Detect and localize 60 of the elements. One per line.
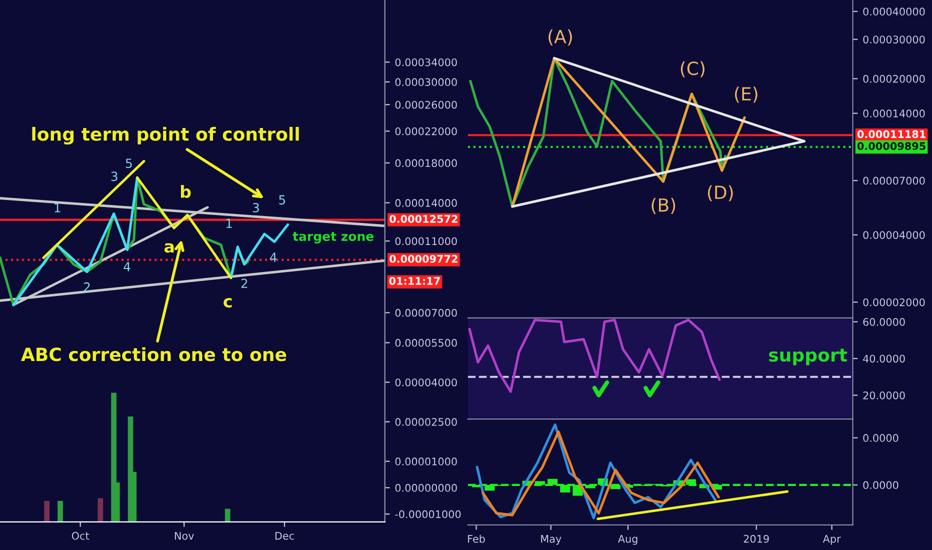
y-tick-label: 60.0000 xyxy=(863,318,905,326)
y-tick-label: 0.0000 xyxy=(863,481,898,490)
y-tick-label: 0.00011000 xyxy=(395,237,457,246)
annotation: 2 xyxy=(241,278,248,288)
annotation: a xyxy=(164,243,174,253)
annotation: c xyxy=(224,298,232,308)
ref-line-label: 0.00012572 xyxy=(390,214,458,223)
x-tick-label: Aug xyxy=(618,535,638,545)
y-tick-label: 0.00004000 xyxy=(863,231,925,239)
annotation: ABC correction one to one xyxy=(20,347,286,362)
y-tick-label: 20.0000 xyxy=(863,391,905,400)
y-tick-label: 0.00020000 xyxy=(863,74,925,83)
annotation: 1 xyxy=(226,218,232,228)
annotation: (E) xyxy=(734,86,758,103)
y-tick-label: 40.0000 xyxy=(863,354,905,363)
y-tick-label: 0.00014000 xyxy=(863,110,925,118)
annotation: 2 xyxy=(84,282,90,292)
annotation: 4 xyxy=(270,252,277,262)
x-tick-label: Feb xyxy=(468,534,485,543)
y-tick-label: 0.00018000 xyxy=(395,159,457,168)
annotation: 4 xyxy=(124,262,130,272)
x-tick-label: Apr xyxy=(822,535,841,545)
y-tick-label: 0.0000 xyxy=(863,434,898,442)
x-tick-label: Nov xyxy=(174,532,194,540)
y-tick-label: 0.00007000 xyxy=(863,176,925,185)
y-tick-label: 0.00040000 xyxy=(863,8,925,16)
y2-tick-label: 0.00001000 xyxy=(395,458,457,466)
x-tick-label: Oct xyxy=(72,532,90,540)
annotation: 3 xyxy=(111,172,118,182)
annotation: 1 xyxy=(54,203,60,212)
annotation: target zone xyxy=(292,232,374,244)
annotation: (B) xyxy=(652,198,676,214)
y-tick-label: 0.00026000 xyxy=(395,100,457,109)
y-tick-label: 0.00034000 xyxy=(395,58,457,66)
y-tick-label: 0.00030000 xyxy=(863,36,925,44)
annotation: (C) xyxy=(680,61,704,78)
annotation: 5 xyxy=(279,195,286,205)
annotation: (D) xyxy=(708,185,733,202)
y2-tick-label: 0.00005500 xyxy=(395,338,457,347)
y-tick-label: 0.00007000 xyxy=(395,308,457,317)
annotation: (A) xyxy=(548,29,572,46)
annotation: b xyxy=(180,185,191,198)
y2-tick-label: -0.00001000 xyxy=(395,510,461,518)
x-tick-label: 2019 xyxy=(744,534,769,543)
y-tick-label: 0.00022000 xyxy=(395,127,457,136)
annotation: support xyxy=(769,348,848,366)
ref-line-label: 0.00009772 xyxy=(390,254,458,263)
y-tick-label: 0.00002000 xyxy=(863,298,925,306)
text: 01:11:17 xyxy=(389,276,440,285)
y2-tick-label: 0.00002500 xyxy=(395,418,457,426)
y-tick-label: 0.00030000 xyxy=(395,78,457,86)
x-tick-label: May xyxy=(541,535,562,545)
y2-tick-label: 0.00000000 xyxy=(395,484,457,492)
x-tick-label: Dec xyxy=(275,532,294,540)
annotation: 5 xyxy=(126,158,132,168)
ref-line-label: 0.00009895 xyxy=(857,142,926,150)
annotation: long term point of controll xyxy=(32,126,299,145)
ref-line-label: 0.00011181 xyxy=(857,130,926,138)
y-tick-label: 0.00014000 xyxy=(395,199,457,207)
annotation: 3 xyxy=(252,202,259,212)
